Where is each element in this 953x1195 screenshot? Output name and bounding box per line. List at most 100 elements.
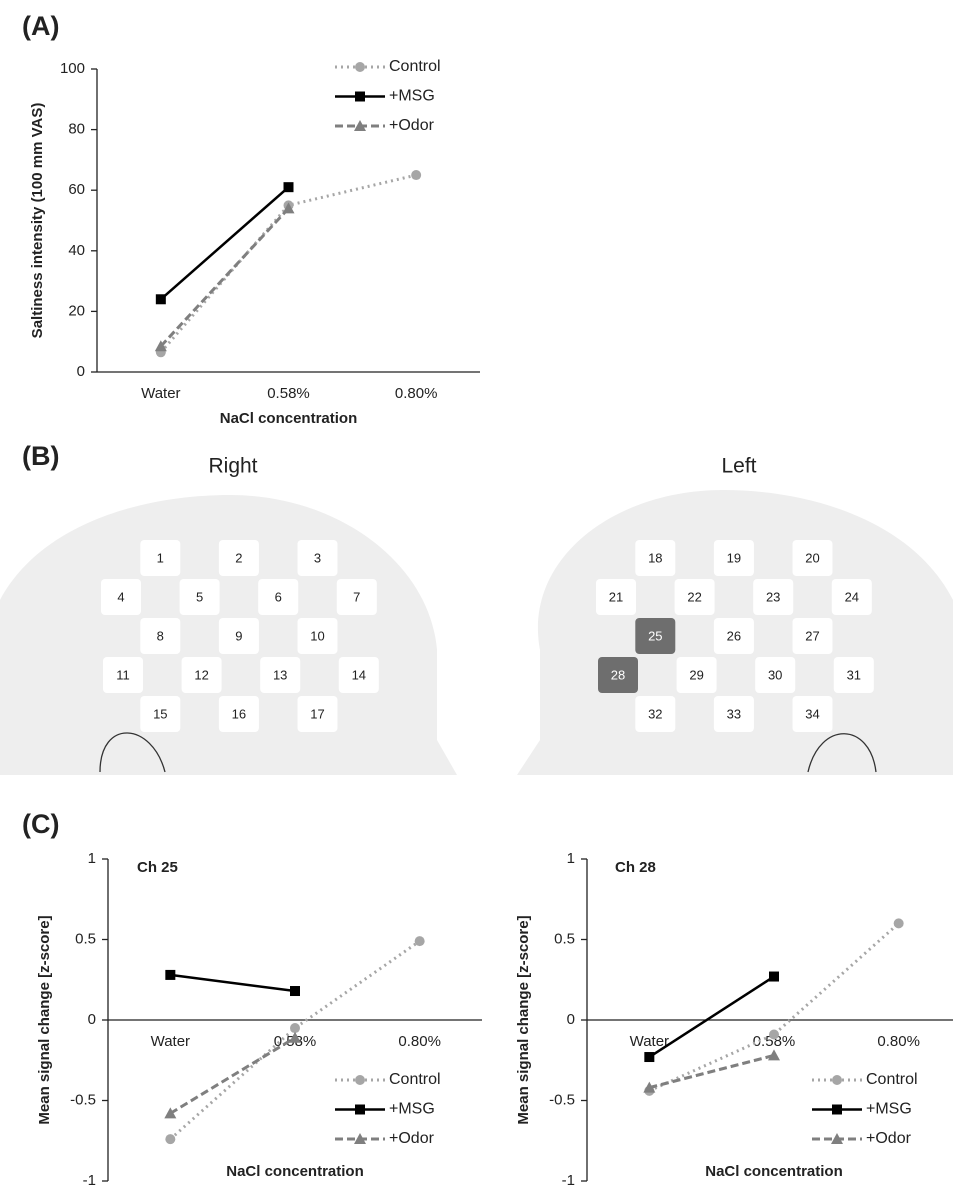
channel-label: 9 [235,628,242,643]
legend-label: +MSG [389,88,435,105]
marker [768,1049,780,1061]
head-title: Right [208,455,257,478]
channel-label: 24 [845,589,859,604]
channel-box [635,696,676,732]
channel-box [674,579,715,615]
channel-label: 34 [805,706,819,721]
channel-label: 4 [117,589,124,604]
channel-label: 26 [727,628,741,643]
channel-label: 18 [648,550,662,565]
channel-box [338,657,379,693]
y-tick-label: 0 [77,363,85,380]
x-tick-label: 0.80% [877,1033,920,1050]
chart-title: Ch 28 [615,859,656,876]
marker [290,1023,300,1034]
ear [807,733,877,773]
ear [99,732,166,773]
legend-label: +Odor [389,1130,435,1147]
y-axis-label: Saltiness intensity (100 mm VAS) [29,103,46,339]
channel-box [297,540,338,576]
channel-box [598,657,638,693]
marker [155,294,166,305]
y-tick-label: -1 [562,1172,575,1189]
channel-label: 32 [648,706,662,721]
head-title: Left [721,455,756,478]
legend-label: +Odor [389,117,435,134]
x-axis-label: NaCl concentration [226,1163,364,1180]
legend-marker [832,1104,842,1115]
y-tick-label: 1 [88,850,96,867]
channel-label: 20 [805,550,819,565]
series-line [159,207,290,348]
channel-box [101,579,141,615]
legend-marker [355,62,365,72]
y-tick-label: 80 [68,121,85,138]
y-tick-label: -0.5 [70,1091,96,1108]
marker [769,971,779,982]
channel-box [635,540,676,576]
channel-box [140,618,181,654]
channel-label: 1 [157,550,164,565]
marker [290,986,300,997]
channel-label: 2 [235,550,242,565]
x-axis-label: NaCl concentration [220,410,358,427]
legend-label: Control [389,58,441,75]
channel-box [792,618,833,654]
marker [154,340,167,352]
marker [414,936,425,947]
y-axis-label: Mean signal change [z-score] [515,915,532,1124]
channel-box [713,540,754,576]
marker [411,170,422,181]
channel-box [713,696,754,732]
channel-box [260,657,301,693]
channel-box [596,579,636,615]
y-tick-label: 60 [68,181,85,198]
y-tick-label: -0.5 [549,1091,575,1108]
channel-box [792,540,833,576]
y-tick-label: 0 [567,1011,575,1028]
marker [165,969,176,980]
marker [289,1031,301,1043]
x-tick-label: Water [630,1033,669,1050]
series-line [648,975,775,1059]
legend-marker [355,91,365,102]
channel-label: 23 [766,589,780,604]
channel-box [831,579,872,615]
y-tick-label: 100 [60,60,85,77]
marker [164,1107,177,1119]
channel-box [297,696,338,732]
y-tick-label: 40 [68,242,85,259]
panel-label: (A) [22,11,59,41]
channel-label: 25 [648,628,662,643]
channel-box [297,618,338,654]
marker [644,1052,655,1063]
legend-label: Control [866,1071,918,1088]
channel-box [635,618,676,654]
legend-label: +MSG [389,1101,435,1118]
series-line [160,186,290,301]
legend-marker [832,1075,842,1085]
chart-title: Ch 25 [137,859,178,876]
channel-box [218,618,259,654]
legend-marker [354,120,366,131]
channel-label: 30 [768,667,782,682]
channel-label: 15 [153,706,167,721]
channel-label: 28 [611,667,625,682]
legend-label: +MSG [866,1101,912,1118]
channel-label: 16 [232,706,246,721]
x-tick-label: Water [141,385,180,402]
channel-box [792,696,833,732]
series-line [169,1036,296,1115]
channel-box [181,657,222,693]
channel-label: 21 [609,589,623,604]
channel-box [140,696,181,732]
channel-box [755,657,796,693]
channel-label: 13 [273,667,287,682]
panel-label: (C) [22,809,59,839]
y-tick-label: -1 [83,1172,96,1189]
legend-label: +Odor [866,1130,912,1147]
channel-box [336,579,377,615]
channel-box [218,696,259,732]
series-line [169,939,421,1141]
